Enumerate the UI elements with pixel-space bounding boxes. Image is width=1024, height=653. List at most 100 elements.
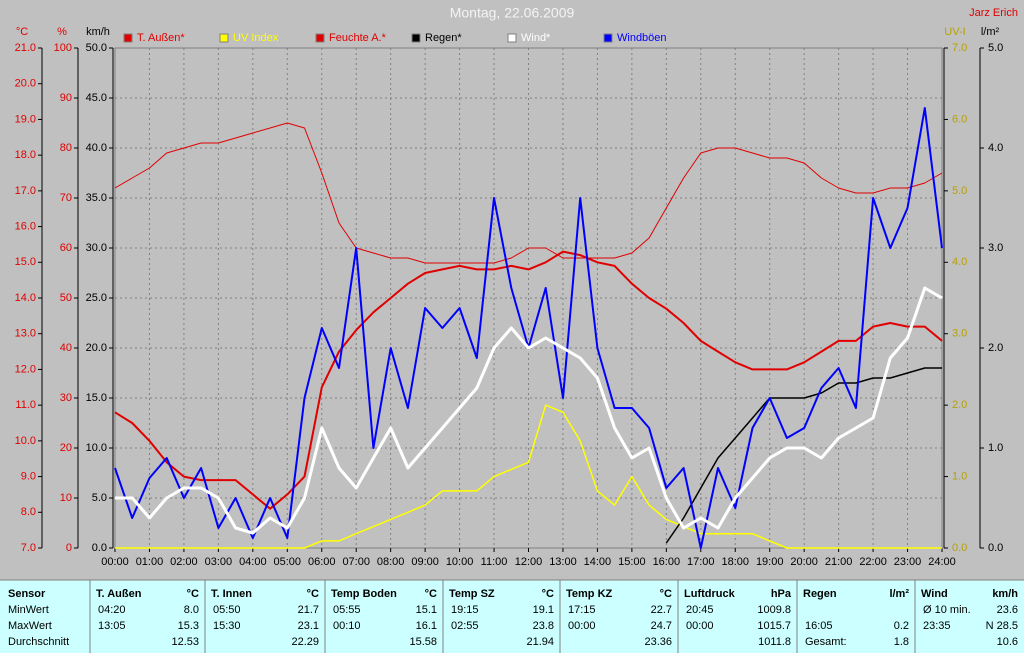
y-tick-label: 35.0 bbox=[86, 192, 107, 204]
x-tick-label: 19:00 bbox=[756, 556, 784, 568]
cell-value: 8.0 bbox=[184, 604, 199, 616]
cell-value: 22.29 bbox=[291, 636, 319, 648]
cell-value: 21.7 bbox=[298, 604, 319, 616]
column-title: Temp Boden bbox=[331, 588, 397, 600]
y-tick-label: 1.0 bbox=[952, 470, 967, 482]
x-tick-label: 13:00 bbox=[549, 556, 577, 568]
x-tick-label: 24:00 bbox=[928, 556, 956, 568]
column-unit: °C bbox=[187, 588, 199, 600]
legend-swatch bbox=[219, 33, 229, 43]
y-tick-label: 30.0 bbox=[86, 242, 107, 254]
cell-value: 1015.7 bbox=[757, 620, 791, 632]
x-tick-label: 04:00 bbox=[239, 556, 267, 568]
y-tick-label: 40 bbox=[60, 342, 72, 354]
cell-label: 15:30 bbox=[213, 620, 241, 632]
x-tick-label: 08:00 bbox=[377, 556, 405, 568]
y-tick-label: 45.0 bbox=[86, 92, 107, 104]
legend-label: Feuchte A.* bbox=[329, 32, 387, 44]
y-tick-label: 19.0 bbox=[15, 113, 36, 125]
y-tick-label: 2.0 bbox=[988, 342, 1003, 354]
x-tick-label: 03:00 bbox=[205, 556, 233, 568]
cell-value: 22.7 bbox=[651, 604, 672, 616]
column-title: T. Innen bbox=[211, 588, 252, 600]
y-axis-title: °C bbox=[16, 26, 28, 38]
y-tick-label: 14.0 bbox=[15, 292, 36, 304]
legend-swatch bbox=[603, 33, 613, 43]
legend-swatch bbox=[315, 33, 325, 43]
y-tick-label: 90 bbox=[60, 92, 72, 104]
column-title: Regen bbox=[803, 588, 837, 600]
x-tick-label: 12:00 bbox=[515, 556, 543, 568]
legend-label: UV Index bbox=[233, 32, 279, 44]
y-tick-label: 4.0 bbox=[952, 256, 967, 268]
y-tick-label: 11.0 bbox=[15, 399, 36, 411]
cell-label: 13:05 bbox=[98, 620, 126, 632]
author: Jarz Erich bbox=[969, 7, 1018, 19]
column-title: Wind bbox=[921, 588, 948, 600]
cell-label: 05:50 bbox=[213, 604, 241, 616]
y-tick-label: 60 bbox=[60, 242, 72, 254]
legend-swatch bbox=[411, 33, 421, 43]
y-tick-label: 18.0 bbox=[15, 149, 36, 161]
cell-label: 05:55 bbox=[333, 604, 361, 616]
cell-value: 15.1 bbox=[416, 604, 437, 616]
row-label: MaxWert bbox=[8, 620, 52, 632]
legend-label: T. Außen* bbox=[137, 32, 185, 44]
row-label: Durchschnitt bbox=[8, 636, 69, 648]
row-label: MinWert bbox=[8, 604, 49, 616]
cell-value: 21.94 bbox=[526, 636, 554, 648]
cell-label: 02:55 bbox=[451, 620, 479, 632]
x-tick-label: 15:00 bbox=[618, 556, 646, 568]
column-unit: °C bbox=[307, 588, 319, 600]
cell-value: 19.1 bbox=[533, 604, 554, 616]
series-line bbox=[114, 122, 943, 264]
x-tick-label: 07:00 bbox=[342, 556, 370, 568]
x-tick-label: 05:00 bbox=[274, 556, 302, 568]
x-tick-label: 02:00 bbox=[170, 556, 198, 568]
cell-value: 10.6 bbox=[997, 636, 1018, 648]
cell-value: 24.7 bbox=[651, 620, 672, 632]
cell-value: 15.58 bbox=[409, 636, 437, 648]
y-axis-title: l/m² bbox=[981, 26, 1000, 38]
y-tick-label: 12.0 bbox=[15, 363, 36, 375]
cell-value: 23.36 bbox=[644, 636, 672, 648]
cell-value: 23.6 bbox=[997, 604, 1018, 616]
y-tick-label: 13.0 bbox=[15, 328, 36, 340]
y-tick-label: 15.0 bbox=[15, 256, 36, 268]
y-tick-label: 0.0 bbox=[952, 542, 967, 554]
y-tick-label: 7.0 bbox=[952, 42, 967, 54]
cell-label: 16:05 bbox=[805, 620, 833, 632]
cell-value: 1009.8 bbox=[757, 604, 791, 616]
cell-label: 00:00 bbox=[568, 620, 596, 632]
y-tick-label: 3.0 bbox=[952, 328, 967, 340]
x-tick-label: 06:00 bbox=[308, 556, 336, 568]
column-title: Temp SZ bbox=[449, 588, 495, 600]
y-tick-label: 0.0 bbox=[988, 542, 1003, 554]
x-tick-label: 10:00 bbox=[446, 556, 474, 568]
y-tick-label: 0.0 bbox=[92, 542, 107, 554]
y-tick-label: 17.0 bbox=[15, 185, 36, 197]
cell-label: 23:35 bbox=[923, 620, 951, 632]
y-tick-label: 30 bbox=[60, 392, 72, 404]
column-unit: km/h bbox=[992, 588, 1018, 600]
y-axis-title: km/h bbox=[86, 26, 110, 38]
x-tick-label: 00:00 bbox=[101, 556, 129, 568]
cell-label: Ø 10 min. bbox=[923, 604, 971, 616]
legend-label: Regen* bbox=[425, 32, 462, 44]
series-line bbox=[114, 250, 943, 510]
y-tick-label: 0 bbox=[66, 542, 72, 554]
row-label: Sensor bbox=[8, 588, 46, 600]
y-tick-label: 6.0 bbox=[952, 113, 967, 125]
cell-value: 0.2 bbox=[894, 620, 909, 632]
cell-value: 1011.8 bbox=[758, 636, 791, 648]
x-tick-label: 16:00 bbox=[653, 556, 681, 568]
x-tick-label: 23:00 bbox=[894, 556, 922, 568]
y-tick-label: 5.0 bbox=[92, 492, 107, 504]
y-tick-label: 100 bbox=[54, 42, 72, 54]
y-axis-title: UV-I bbox=[944, 26, 965, 38]
column-title: T. Außen bbox=[96, 588, 142, 600]
cell-value: 16.1 bbox=[416, 620, 437, 632]
